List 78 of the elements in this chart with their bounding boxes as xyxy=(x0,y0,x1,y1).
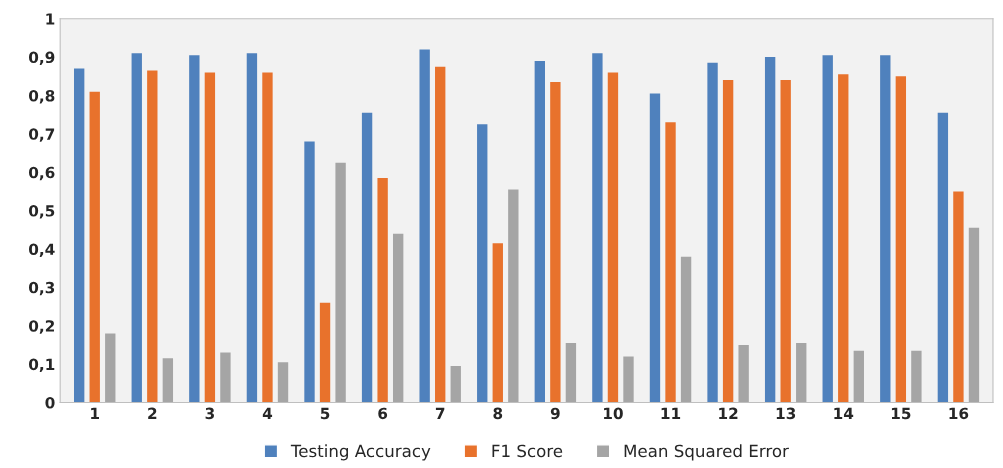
bar xyxy=(492,243,503,403)
bar xyxy=(665,122,676,403)
bar xyxy=(361,112,373,403)
bar xyxy=(508,189,519,403)
bar xyxy=(377,177,388,403)
bar xyxy=(565,343,577,403)
bar xyxy=(74,68,85,403)
bar xyxy=(534,60,545,403)
bar xyxy=(838,74,849,403)
x-tick-label: 1 xyxy=(91,407,99,419)
y-tick-label: 0,4 xyxy=(28,243,55,257)
y-tick-label: 0,6 xyxy=(28,166,55,181)
bar xyxy=(89,91,100,403)
y-tick-label: 0,3 xyxy=(28,281,55,296)
x-tick-label: 4 xyxy=(262,407,273,419)
bar xyxy=(607,72,619,403)
x-tick-label: 2 xyxy=(148,407,157,419)
y-tick-label: 0,2 xyxy=(28,320,54,334)
x-tick-label: 8 xyxy=(493,407,503,420)
y-tick-label: 0,1 xyxy=(28,358,55,373)
bar xyxy=(592,53,603,403)
bar xyxy=(189,55,200,403)
x-tick-label: 9 xyxy=(550,407,560,420)
bar xyxy=(722,80,734,403)
bar xyxy=(131,53,142,403)
bar xyxy=(895,76,907,403)
bar xyxy=(162,358,174,403)
bar xyxy=(953,191,964,403)
bar xyxy=(277,362,289,403)
bar xyxy=(853,350,864,403)
x-tick-label: 14 xyxy=(834,407,854,419)
bar xyxy=(477,124,488,403)
bar xyxy=(680,256,692,403)
legend-label: Mean Squared Error xyxy=(624,444,789,461)
bar xyxy=(707,62,718,403)
bar xyxy=(419,49,430,403)
bar xyxy=(147,70,158,403)
legend-label: Testing Accuracy xyxy=(290,444,431,461)
bar xyxy=(822,55,833,403)
bar xyxy=(262,72,273,403)
bar xyxy=(911,350,922,403)
x-tick-label: 15 xyxy=(891,407,911,420)
bar xyxy=(204,72,216,403)
y-tick-label: 0,7 xyxy=(28,128,55,142)
bar xyxy=(335,162,346,403)
bar xyxy=(796,343,807,403)
bar xyxy=(623,356,634,403)
x-tick-label: 11 xyxy=(661,407,681,419)
y-tick-label: 0 xyxy=(45,396,55,409)
bar xyxy=(246,53,258,403)
x-tick-label: 3 xyxy=(205,407,214,420)
bar xyxy=(304,141,315,403)
bar xyxy=(450,366,461,403)
x-tick-label: 7 xyxy=(435,407,445,419)
x-tick-label: 6 xyxy=(378,407,388,420)
bar xyxy=(738,344,749,403)
bar xyxy=(105,333,116,403)
bar xyxy=(220,352,231,403)
x-tick-label: 16 xyxy=(949,407,969,420)
legend-label: F1 Score xyxy=(492,444,563,458)
y-tick-label: 1 xyxy=(46,13,55,25)
y-tick-label: 0,9 xyxy=(28,51,55,66)
bar xyxy=(937,112,949,403)
bar xyxy=(550,82,561,403)
bar xyxy=(968,227,980,403)
y-tick-label: 0,5 xyxy=(28,205,55,219)
x-tick-label: 10 xyxy=(604,407,623,420)
x-tick-label: 12 xyxy=(719,407,738,419)
y-tick-label: 0,8 xyxy=(28,89,55,104)
bar xyxy=(764,57,776,403)
bar xyxy=(880,55,891,403)
bar xyxy=(435,66,446,403)
x-tick-label: 5 xyxy=(320,407,330,420)
bar xyxy=(319,302,331,403)
bar xyxy=(780,80,791,403)
bar xyxy=(649,93,661,403)
x-tick-label: 13 xyxy=(776,407,796,420)
bar xyxy=(392,233,404,403)
